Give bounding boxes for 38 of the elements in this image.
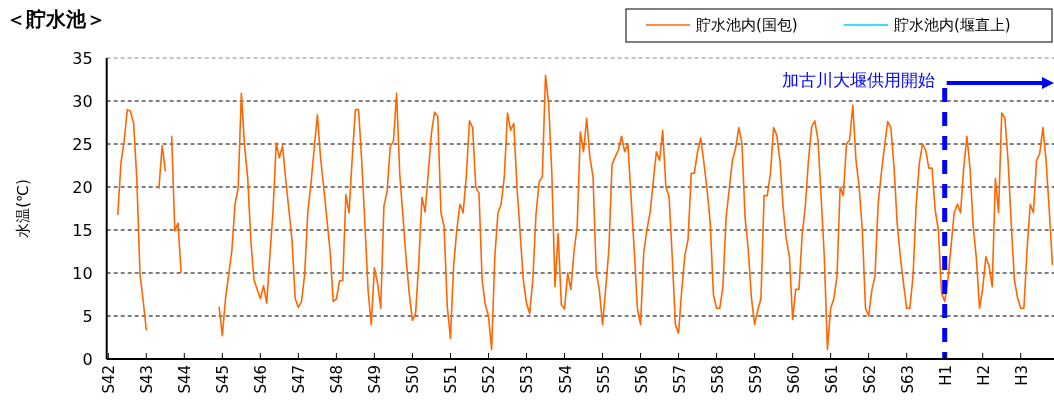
x-tick-label: S59 bbox=[746, 365, 765, 394]
legend-label: 貯水池内(堰直上) bbox=[894, 16, 1011, 34]
y-tick-label: 0 bbox=[82, 350, 93, 369]
x-tick-label: S60 bbox=[784, 365, 803, 394]
x-tick-label: S63 bbox=[898, 365, 917, 394]
x-tick-label: S46 bbox=[252, 365, 271, 394]
ref-line-label: 加古川大堰供用開始 bbox=[781, 70, 935, 90]
x-tick-label: H3 bbox=[1012, 365, 1031, 386]
y-tick-label: 20 bbox=[72, 178, 93, 197]
x-tick-label: S50 bbox=[404, 365, 423, 394]
x-tick-label: S48 bbox=[328, 365, 347, 394]
x-tick-label: S47 bbox=[290, 365, 309, 394]
x-tick-label: S56 bbox=[632, 365, 651, 394]
x-tick-label: S43 bbox=[138, 365, 157, 394]
x-tick-label: S55 bbox=[594, 365, 613, 394]
x-tick-label: S42 bbox=[100, 365, 119, 394]
x-tick-label: S61 bbox=[822, 365, 841, 394]
x-tick-label: S62 bbox=[860, 365, 879, 394]
x-tick-label: H2 bbox=[974, 365, 993, 386]
legend-label: 貯水池内(国包) bbox=[696, 16, 798, 34]
x-tick-label: H1 bbox=[936, 365, 955, 386]
y-tick-label: 35 bbox=[72, 49, 93, 68]
x-tick-label: S52 bbox=[480, 365, 499, 394]
x-tick-label: S57 bbox=[670, 365, 689, 394]
y-tick-label: 30 bbox=[72, 92, 93, 111]
y-axis-title: 水温(℃) bbox=[14, 179, 32, 238]
x-tick-label: S54 bbox=[556, 365, 575, 394]
x-tick-label: S49 bbox=[366, 365, 385, 394]
chart-title: ＜貯水池＞ bbox=[6, 7, 106, 31]
x-tick-label: S53 bbox=[518, 365, 537, 394]
x-tick-label: S45 bbox=[214, 365, 233, 394]
x-tick-label: S44 bbox=[176, 365, 195, 394]
y-tick-label: 5 bbox=[82, 307, 93, 326]
y-tick-label: 10 bbox=[72, 264, 93, 283]
y-tick-label: 25 bbox=[72, 135, 93, 154]
x-tick-label: S58 bbox=[708, 365, 727, 394]
y-tick-label: 15 bbox=[72, 221, 93, 240]
x-tick-label: S51 bbox=[442, 365, 461, 394]
